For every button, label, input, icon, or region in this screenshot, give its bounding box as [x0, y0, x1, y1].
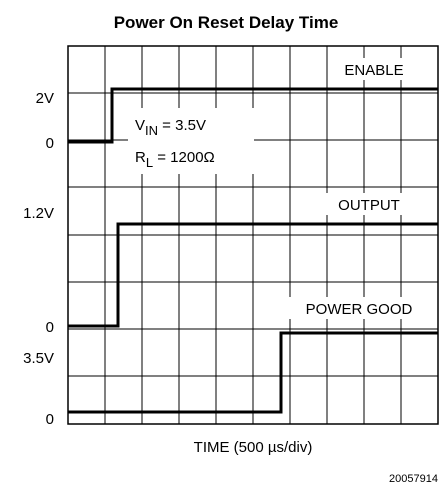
grid: [67, 45, 439, 425]
trace-label: OUTPUT: [338, 197, 400, 214]
figure-id: 20057914: [389, 473, 438, 485]
y-label: 0: [46, 135, 54, 152]
y-label: 0: [46, 319, 54, 336]
trace-label: POWER GOOD: [306, 301, 413, 318]
y-label: 2V: [36, 90, 54, 107]
x-label: TIME (500 µs/div): [194, 439, 313, 456]
trace-label: ENABLE: [344, 62, 403, 79]
conditions-bg: [128, 108, 254, 174]
y-label: 1.2V: [23, 205, 54, 222]
power-good-trace: [68, 331, 438, 414]
condition-vin: VIN = 3.5V: [135, 117, 206, 138]
title: Power On Reset Delay Time: [114, 13, 339, 32]
condition-rl: RL = 1200Ω: [135, 149, 215, 170]
y-label: 3.5V: [23, 350, 54, 367]
y-label: 0: [46, 411, 54, 428]
enable-trace: [68, 87, 438, 144]
label-bg: [284, 297, 434, 319]
label-bg: [328, 58, 420, 80]
output-trace: [68, 222, 438, 328]
label-bg: [325, 193, 413, 215]
